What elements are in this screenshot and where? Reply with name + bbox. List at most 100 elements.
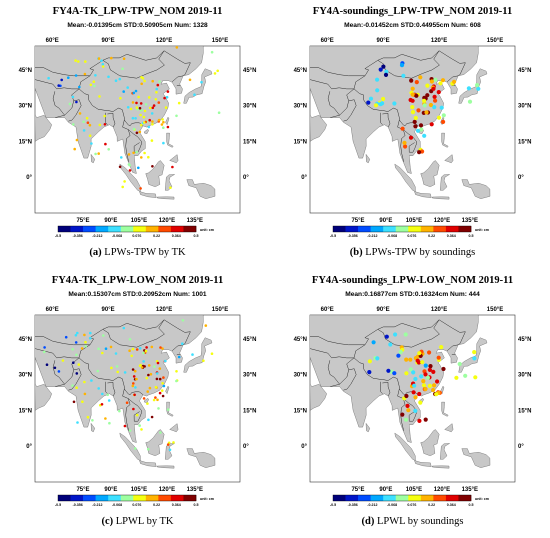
station-point bbox=[74, 74, 78, 77]
land-mass bbox=[444, 154, 454, 164]
station-point bbox=[411, 390, 416, 395]
station-point bbox=[210, 352, 214, 355]
station-point bbox=[410, 110, 416, 115]
station-point bbox=[166, 408, 170, 411]
station-point bbox=[375, 77, 380, 82]
station-point bbox=[154, 396, 157, 399]
colorbar-swatch bbox=[83, 226, 96, 232]
station-point bbox=[386, 368, 391, 373]
station-point bbox=[141, 77, 145, 80]
colorbar-tick-label: 0.076 bbox=[407, 503, 416, 507]
left-lat-label: 0° bbox=[26, 444, 32, 450]
panel-caption-text: LPWs-TPW by soundings bbox=[365, 247, 476, 258]
station-point bbox=[97, 57, 101, 60]
station-point bbox=[75, 138, 79, 142]
land-mass bbox=[90, 422, 96, 433]
station-point bbox=[165, 95, 169, 99]
station-point bbox=[158, 377, 162, 381]
panel-caption: (b) LPWs-TPW by soundings bbox=[275, 247, 550, 258]
station-point bbox=[67, 76, 70, 79]
station-point bbox=[393, 332, 398, 337]
station-point bbox=[140, 82, 143, 86]
station-point bbox=[84, 340, 87, 344]
station-point bbox=[88, 134, 92, 137]
station-point bbox=[150, 112, 154, 115]
country-border bbox=[353, 50, 466, 89]
bottom-lon-label: 75°E bbox=[351, 487, 364, 493]
station-point bbox=[89, 331, 92, 335]
station-point bbox=[413, 376, 418, 382]
country-border bbox=[122, 119, 131, 162]
land-mass bbox=[458, 337, 488, 373]
country-border bbox=[68, 99, 82, 122]
station-point bbox=[414, 93, 419, 98]
station-point bbox=[147, 364, 151, 367]
station-point bbox=[415, 358, 420, 363]
station-point bbox=[129, 107, 133, 111]
station-point bbox=[371, 340, 376, 345]
station-point bbox=[97, 347, 100, 351]
station-point bbox=[90, 142, 93, 145]
station-point bbox=[53, 366, 57, 370]
station-point bbox=[133, 447, 137, 450]
bottom-lon-label: 90°E bbox=[104, 218, 117, 224]
country-border bbox=[343, 99, 357, 122]
right-lat-label: 45°N bbox=[518, 68, 531, 74]
colorbar-swatch bbox=[408, 226, 422, 232]
station-point bbox=[96, 369, 100, 373]
station-point bbox=[436, 90, 441, 95]
country-border bbox=[128, 398, 142, 422]
top-lon-label: 120°E bbox=[431, 38, 447, 44]
station-point bbox=[375, 88, 380, 93]
station-point bbox=[463, 373, 468, 378]
colorbar-frame bbox=[57, 494, 197, 502]
station-point bbox=[146, 402, 149, 405]
bottom-lon-label: 135°E bbox=[187, 218, 203, 224]
station-point bbox=[108, 421, 111, 425]
country-border bbox=[346, 88, 419, 127]
left-lat-label: 45°N bbox=[19, 337, 32, 343]
station-point bbox=[403, 144, 408, 149]
station-point bbox=[81, 400, 84, 403]
station-layer bbox=[43, 319, 214, 452]
station-point bbox=[415, 128, 421, 133]
station-point bbox=[467, 99, 473, 104]
country-border bbox=[310, 348, 347, 359]
station-point bbox=[128, 349, 131, 352]
right-lat-label: 0° bbox=[518, 444, 524, 450]
station-point bbox=[431, 369, 436, 374]
station-point bbox=[72, 123, 75, 126]
station-point bbox=[154, 385, 158, 389]
country-border bbox=[107, 382, 116, 397]
station-point bbox=[160, 389, 164, 392]
panel-caption-text: LPWL by TK bbox=[115, 516, 174, 527]
station-point bbox=[43, 350, 46, 354]
station-point bbox=[441, 366, 446, 372]
station-point bbox=[146, 390, 149, 393]
station-point bbox=[139, 113, 142, 117]
colorbar-swatch bbox=[170, 226, 184, 232]
station-point bbox=[166, 125, 170, 129]
country-border bbox=[310, 67, 365, 77]
station-point bbox=[436, 115, 442, 120]
colorbar-tick-label: -0.068 bbox=[112, 503, 122, 507]
colorbar-swatch bbox=[83, 495, 96, 501]
country-border bbox=[346, 357, 419, 396]
country-border bbox=[78, 319, 191, 358]
station-point bbox=[181, 342, 184, 345]
station-point bbox=[162, 126, 165, 129]
station-point bbox=[402, 140, 407, 145]
station-point bbox=[384, 334, 389, 339]
station-point bbox=[435, 379, 440, 384]
colorbar-swatch bbox=[433, 495, 447, 501]
colorbar-tick-label: -0.5 bbox=[330, 234, 336, 238]
station-point bbox=[135, 101, 138, 105]
station-point bbox=[163, 96, 166, 100]
station-point bbox=[142, 360, 145, 363]
station-point bbox=[135, 377, 138, 381]
station-point bbox=[45, 363, 49, 366]
right-lat-label: 15°N bbox=[518, 139, 531, 145]
station-point bbox=[400, 126, 405, 131]
bottom-lon-label: 120°E bbox=[159, 218, 175, 224]
bottom-lon-label: 90°E bbox=[379, 487, 392, 493]
